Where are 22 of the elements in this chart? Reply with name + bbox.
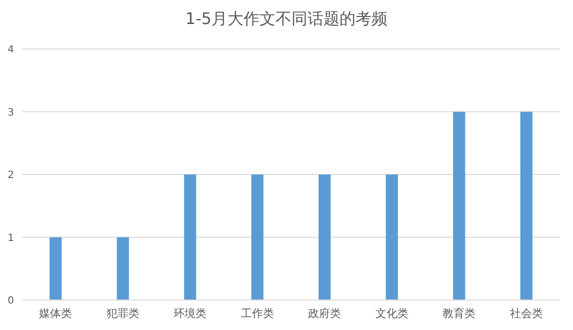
bar (318, 174, 331, 300)
y-tick-label: 3 (8, 107, 14, 118)
bar (50, 237, 62, 300)
y-tick-label: 1 (8, 232, 14, 244)
x-tick-label: 教育类 (442, 307, 476, 320)
x-tick-label: 社会类 (510, 307, 543, 320)
y-tick-label: 2 (8, 170, 14, 181)
y-tick-label: 0 (8, 296, 14, 306)
bar (184, 174, 196, 300)
bar (453, 112, 466, 300)
x-tick-label: 文化类 (375, 307, 408, 320)
x-tick-label: 工作类 (240, 307, 274, 320)
chart-title: 1-5月大作文不同话题的考频 (185, 9, 388, 28)
x-tick-label: 媒体类 (39, 307, 72, 320)
bar (520, 112, 532, 300)
x-tick-label: 犯罪类 (106, 307, 140, 320)
y-tick-label: 4 (8, 44, 14, 56)
x-tick-label: 环境类 (174, 307, 207, 320)
bar (251, 174, 264, 300)
x-tick-label: 政府类 (308, 307, 342, 320)
bar (116, 237, 129, 300)
bar (386, 174, 398, 300)
